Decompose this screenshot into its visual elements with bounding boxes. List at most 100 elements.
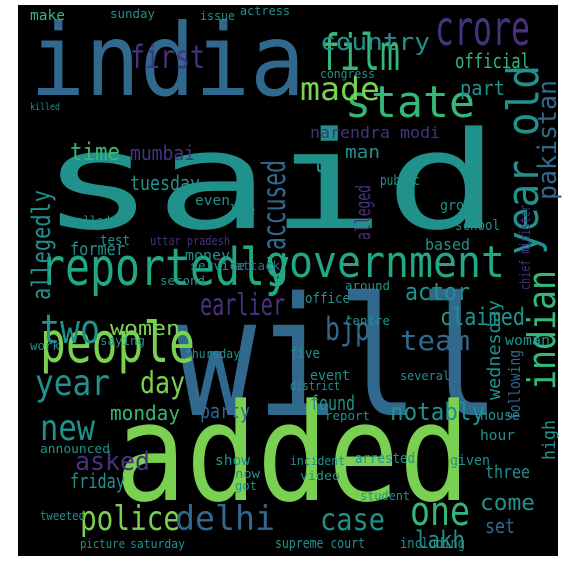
cloud-word: actor	[405, 278, 470, 306]
cloud-word: will	[175, 262, 500, 454]
cloud-word: make	[30, 8, 65, 24]
cloud-word: police	[80, 499, 180, 539]
cloud-word: indian	[520, 270, 564, 390]
cloud-word: wednesday	[484, 300, 505, 400]
cloud-word: tuesday	[130, 171, 200, 195]
cloud-word: former	[70, 239, 125, 260]
cloud-word: year old	[498, 65, 549, 255]
cloud-word: people	[40, 311, 195, 376]
cloud-word: now	[235, 467, 261, 481]
cloud-word: congress	[320, 67, 375, 81]
cloud-word: lakh	[415, 526, 465, 554]
cloud-word: set	[485, 514, 515, 538]
cloud-word: sunday	[110, 7, 155, 21]
cloud-word: narendra modi	[310, 123, 440, 142]
cloud-word: life	[230, 203, 255, 219]
cloud-word: claimed	[440, 303, 525, 331]
cloud-word: killed	[30, 102, 60, 113]
cloud-word: event	[310, 368, 350, 384]
cloud-word: school	[455, 218, 500, 234]
cloud-word: several	[400, 369, 450, 383]
cloud-word: actress	[240, 4, 290, 18]
cloud-word: woman	[505, 333, 550, 349]
cloud-word: service	[190, 259, 245, 273]
cloud-word: saturday	[130, 537, 185, 551]
cloud-word: office	[305, 291, 350, 307]
cloud-word: group	[440, 198, 480, 214]
cloud-word: crore	[435, 1, 530, 57]
cloud-word: case	[320, 503, 385, 538]
cloud-word: allegedly	[27, 190, 57, 300]
cloud-word: delhi	[175, 499, 275, 539]
cloud-word: pakistan	[533, 80, 563, 200]
cloud-word: added	[115, 375, 470, 532]
cloud-word: two	[40, 307, 100, 353]
cloud-word: reportedly	[40, 238, 290, 298]
cloud-word: called	[70, 214, 110, 228]
cloud-word: us	[315, 150, 340, 178]
cloud-word: film	[320, 24, 400, 82]
cloud-word: based	[425, 235, 470, 254]
cloud-word: issue	[200, 9, 235, 23]
cloud-word: house	[480, 408, 520, 424]
cloud-word: notably	[390, 398, 485, 426]
cloud-word: friday	[70, 469, 125, 493]
cloud-word: found	[310, 391, 355, 415]
cloud-word: new	[40, 408, 95, 449]
cloud-word: official	[455, 49, 530, 73]
cloud-word: said	[40, 103, 500, 260]
cloud-word: year	[35, 363, 110, 404]
cloud-word: got	[235, 479, 257, 493]
cloud-word: party	[200, 399, 250, 423]
cloud-word: picture	[80, 537, 125, 551]
cloud-word: saying	[100, 334, 145, 348]
cloud-word: man	[345, 142, 380, 163]
cloud-word: monday	[110, 401, 180, 425]
cloud-word: bjp	[325, 310, 370, 348]
cloud-word: following	[505, 350, 524, 420]
cloud-word: incident	[290, 454, 345, 468]
cloud-word: team	[400, 324, 470, 357]
cloud-word: even	[195, 193, 230, 209]
cloud-word: work	[30, 339, 61, 353]
cloud-word: mumbai	[130, 141, 195, 165]
cloud-word: announced	[40, 442, 110, 456]
cloud-word: first	[130, 38, 205, 76]
cloud-word: time	[70, 138, 120, 166]
cloud-word: tweeted	[40, 509, 85, 523]
cloud-word: centre	[345, 314, 390, 328]
cloud-word: come	[480, 491, 535, 516]
cloud-word: test	[100, 233, 130, 249]
cloud-word: district	[290, 379, 340, 393]
cloud-word: country	[320, 28, 430, 56]
cloud-word: around	[345, 279, 390, 293]
cloud-word: state	[345, 77, 475, 128]
cloud-word: including	[400, 536, 465, 552]
cloud-word: day	[140, 366, 185, 401]
cloud-word: report	[325, 409, 370, 423]
cloud-word: supreme court	[275, 536, 365, 552]
cloud-word: chief minister	[518, 205, 534, 290]
cloud-word: given	[450, 453, 490, 469]
cloud-word: hour	[480, 428, 515, 444]
cloud-background	[18, 5, 558, 556]
cloud-word: attack	[235, 259, 281, 273]
cloud-word: accused	[255, 160, 293, 250]
cloud-word: one	[410, 489, 470, 535]
cloud-word: video	[300, 469, 340, 483]
cloud-word: made	[300, 70, 380, 108]
cloud-word: earlier	[200, 288, 285, 323]
cloud-word: student	[360, 489, 410, 503]
cloud-word: five	[290, 346, 320, 362]
cloud-word: india	[30, 2, 305, 119]
cloud-word: public	[380, 173, 420, 189]
cloud-word: government	[265, 237, 505, 288]
cloud-word: thursday	[185, 347, 240, 361]
cloud-word: women	[110, 316, 180, 340]
cloud-word: three	[485, 462, 530, 483]
cloud-word: arrested	[355, 451, 415, 467]
cloud-word: part	[460, 76, 505, 100]
cloud-word: money	[185, 248, 230, 264]
